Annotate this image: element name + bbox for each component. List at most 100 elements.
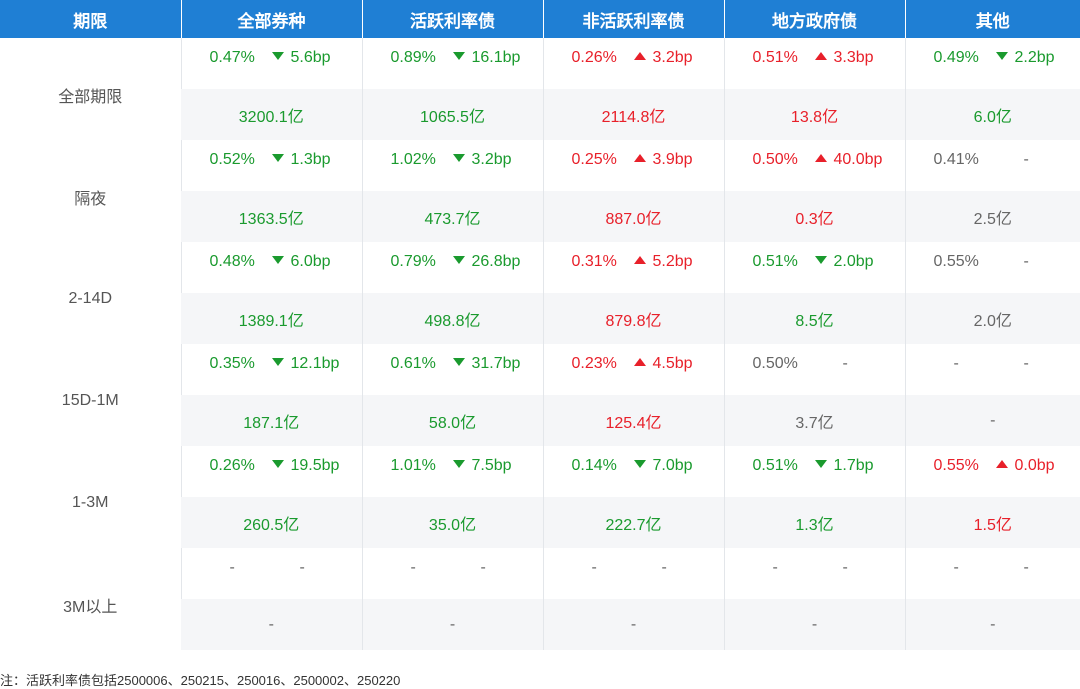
- volume-cell: -: [361, 599, 543, 650]
- rate-cell: 0.50% 40.0bp: [723, 140, 905, 191]
- volume-cell: 222.7亿: [542, 497, 724, 548]
- down-arrow-icon: [271, 52, 284, 60]
- rate-cell: --: [723, 548, 905, 599]
- volume-cell: 1065.5亿: [361, 89, 543, 140]
- volume-row: 3200.1亿 1065.5亿 2114.8亿 13.8亿 6.0亿: [0, 89, 1080, 140]
- volume-cell: 3200.1亿: [181, 89, 362, 140]
- rate-change-value: -: [1023, 355, 1029, 372]
- rate-value: 0.61%: [390, 355, 436, 372]
- volume-cell: -: [904, 599, 1080, 650]
- term-label: 全部期限: [0, 38, 181, 140]
- table-header-row: 期限 全部券种 活跃利率债 非活跃利率债 地方政府债 其他: [0, 0, 1080, 38]
- rate-cell: 0.79% 26.8bp: [361, 242, 543, 293]
- rate-change: 3.9bp: [633, 151, 693, 169]
- rate-change: -: [1024, 355, 1029, 373]
- rate-value: -: [229, 559, 235, 576]
- rate-change: 3.3bp: [814, 49, 874, 67]
- rate-change: 26.8bp: [452, 253, 520, 271]
- rate-value: 0.26%: [571, 49, 617, 66]
- rate-value: 0.48%: [209, 253, 255, 270]
- volume-cell: 58.0亿: [361, 395, 543, 446]
- volume-cell: 35.0亿: [361, 497, 543, 548]
- rate-value: 0.14%: [571, 457, 617, 474]
- rate-change-value: 3.2bp: [652, 49, 693, 66]
- volume-cell: 2.5亿: [904, 191, 1080, 242]
- volume-cell: 8.5亿: [723, 293, 905, 344]
- down-arrow-icon: [995, 52, 1008, 60]
- rate-value: 0.41%: [933, 151, 979, 168]
- rate-change-value: -: [661, 559, 667, 576]
- rate-change: -: [1024, 253, 1029, 271]
- volume-cell: 887.0亿: [542, 191, 724, 242]
- rate-value: 0.51%: [752, 49, 798, 66]
- rate-row: 1-3M 0.26% 19.5bp 1.01% 7.5bp 0.14% 7.0bp 0.51%…: [0, 446, 1080, 548]
- rate-change-value: 1.3bp: [290, 151, 331, 168]
- volume-cell: 125.4亿: [542, 395, 724, 446]
- rate-value: -: [410, 559, 416, 576]
- volume-cell: -: [542, 599, 724, 650]
- rate-cell: 0.50% -: [723, 344, 905, 395]
- rate-change: 3.2bp: [452, 151, 512, 169]
- term-label-text: 1-3M: [72, 494, 109, 511]
- rate-change-value: 5.6bp: [290, 49, 331, 66]
- rate-value: 0.51%: [752, 457, 798, 474]
- rate-cell: 0.26% 19.5bp: [180, 446, 362, 497]
- rate-change-value: -: [842, 355, 848, 372]
- rate-value: 0.23%: [571, 355, 617, 372]
- rate-change: 19.5bp: [271, 457, 339, 475]
- rate-row: 全部期限 0.47% 5.6bp 0.89% 16.1bp 0.26% 3.2bp 0.51%…: [0, 38, 1080, 140]
- rate-cell: 0.51% 2.0bp: [723, 242, 905, 293]
- rate-cell: 0.35% 12.1bp: [180, 344, 362, 395]
- term-label-text: 15D-1M: [61, 392, 119, 409]
- rate-value: 0.55%: [933, 457, 979, 474]
- rate-change: -: [481, 559, 486, 577]
- volume-cell: 1389.1亿: [181, 293, 362, 344]
- rate-value: -: [953, 559, 959, 576]
- volume-row: 1389.1亿 498.8亿 879.8亿 8.5亿 2.0亿: [0, 293, 1080, 344]
- rate-change: 5.6bp: [271, 49, 331, 67]
- rate-value: 0.31%: [571, 253, 617, 270]
- volume-cell: 6.0亿: [904, 89, 1080, 140]
- rate-cell: 0.52% 1.3bp: [180, 140, 362, 191]
- term-label: 1-3M: [0, 446, 181, 548]
- up-arrow-icon: [814, 52, 827, 60]
- rate-value: 0.49%: [933, 49, 979, 66]
- rate-cell: 0.41% -: [904, 140, 1080, 191]
- table-body: 全部期限 0.47% 5.6bp 0.89% 16.1bp 0.26% 3.2bp 0.51%…: [0, 38, 1080, 650]
- rate-change: 4.5bp: [633, 355, 693, 373]
- volume-cell: 879.8亿: [542, 293, 724, 344]
- rate-cell: 0.51% 1.7bp: [723, 446, 905, 497]
- rate-row: 15D-1M 0.35% 12.1bp 0.61% 31.7bp 0.23% 4.5bp 0.…: [0, 344, 1080, 446]
- rate-value: 0.51%: [752, 253, 798, 270]
- term-label-text: 隔夜: [74, 191, 107, 208]
- column-header: 活跃利率债: [361, 0, 543, 38]
- term-label-text: 2-14D: [68, 290, 113, 307]
- column-header: 其他: [904, 0, 1080, 38]
- rate-change-value: 2.2bp: [1014, 49, 1055, 66]
- rate-cell: --: [904, 548, 1080, 599]
- rate-value: -: [591, 559, 597, 576]
- down-arrow-icon: [452, 358, 465, 366]
- rate-cell: 0.14% 7.0bp: [542, 446, 724, 497]
- rate-value: 0.26%: [209, 457, 255, 474]
- rate-change-value: 0.0bp: [1014, 457, 1055, 474]
- rate-value: 1.01%: [390, 457, 436, 474]
- rate-cell: --: [180, 548, 362, 599]
- rate-value: 0.79%: [390, 253, 436, 270]
- up-arrow-icon: [814, 154, 827, 162]
- volume-row: -----: [0, 599, 1080, 650]
- rate-cell: 0.47% 5.6bp: [180, 38, 362, 89]
- rate-change-value: -: [842, 559, 848, 576]
- rate-change: 40.0bp: [814, 151, 882, 169]
- rate-cell: 0.55% -: [904, 242, 1080, 293]
- rate-table: 期限 全部券种 活跃利率债 非活跃利率债 地方政府债 其他 全部期限 0.47% 5.6bp 0…: [0, 0, 1080, 650]
- down-arrow-icon: [452, 154, 465, 162]
- rate-change-value: 5.2bp: [652, 253, 693, 270]
- rate-cell: 0.31% 5.2bp: [542, 242, 724, 293]
- rate-cell: 0.89% 16.1bp: [361, 38, 543, 89]
- rate-change: 5.2bp: [633, 253, 693, 271]
- rate-value: 0.50%: [752, 151, 798, 168]
- up-arrow-icon: [995, 460, 1008, 468]
- column-header: 非活跃利率债: [542, 0, 724, 38]
- rate-value: 1.02%: [390, 151, 436, 168]
